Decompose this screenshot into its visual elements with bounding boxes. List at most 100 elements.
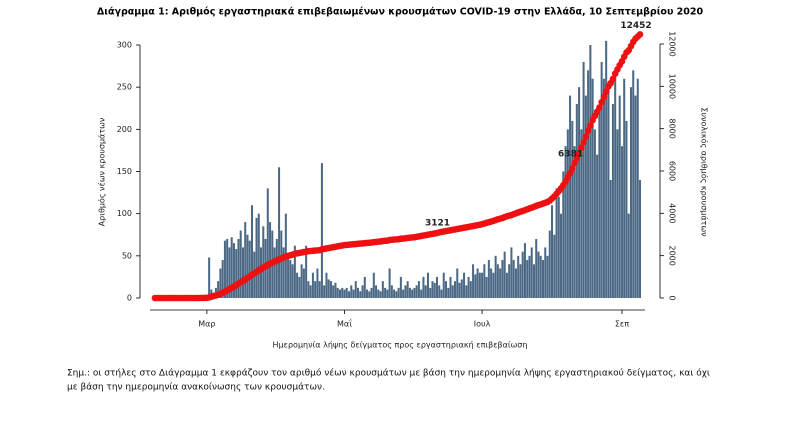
bar [390, 285, 393, 298]
bar [250, 205, 254, 298]
bar [293, 245, 296, 298]
bar [555, 188, 558, 298]
y2-axis-label: Συνολικός αριθμός κρουσμάτων [700, 107, 710, 237]
bar [490, 268, 493, 298]
bar [602, 78, 605, 298]
bar [551, 205, 554, 298]
bar [593, 129, 596, 298]
bar [408, 287, 411, 298]
bar [232, 243, 235, 298]
bar [269, 222, 272, 298]
line-point [596, 104, 603, 111]
bar [381, 281, 384, 298]
bar [485, 276, 488, 298]
bar [305, 245, 308, 298]
bar [528, 255, 531, 298]
bar [458, 282, 461, 298]
y2-tick-label: 12000 [668, 31, 677, 56]
bar [350, 285, 353, 298]
bar [386, 289, 389, 298]
bar [627, 213, 630, 298]
bar [262, 226, 265, 298]
bar [575, 104, 578, 299]
bar [397, 287, 400, 298]
bar [320, 163, 323, 298]
bar [228, 247, 231, 298]
bar [372, 272, 375, 298]
bar [449, 276, 452, 298]
bar [517, 255, 520, 298]
bar [273, 247, 276, 298]
bar [393, 289, 396, 298]
line-point [602, 88, 610, 95]
bar [399, 276, 402, 298]
y2-tick-label: 6000 [668, 161, 677, 181]
bar [463, 272, 466, 298]
bar [541, 260, 545, 298]
bar [510, 247, 513, 298]
y-axis-label: Αριθμός νέων κρουσμάτων [97, 117, 107, 226]
bar [280, 230, 283, 298]
bar [226, 238, 229, 298]
bar [557, 196, 560, 298]
bar [483, 264, 486, 298]
y-tick-label: 50 [122, 251, 132, 260]
bar [503, 251, 506, 298]
bar [501, 260, 504, 298]
bar [318, 281, 321, 298]
bar [532, 264, 535, 298]
bar [562, 171, 565, 298]
bar [442, 272, 445, 298]
bar [472, 264, 475, 298]
bar [217, 281, 220, 298]
bar [535, 238, 538, 298]
bar [591, 78, 594, 298]
bar [255, 217, 258, 298]
bar [302, 268, 305, 298]
bar [246, 234, 249, 298]
bar [239, 230, 242, 298]
bar [539, 255, 542, 298]
bar [438, 285, 441, 298]
bar [332, 285, 335, 298]
bar [609, 179, 612, 298]
bar [219, 268, 222, 298]
y-tick-label: 150 [117, 167, 132, 176]
bar [546, 255, 549, 298]
bar [451, 285, 454, 298]
bar [564, 146, 567, 298]
bar [582, 61, 585, 298]
bar [221, 260, 224, 298]
bar [460, 279, 463, 298]
bar [307, 281, 310, 298]
bar [359, 291, 362, 298]
bar [598, 112, 601, 298]
bar [223, 240, 226, 298]
bar [623, 78, 626, 298]
bar [476, 268, 479, 298]
bar [492, 272, 495, 298]
bar [368, 291, 371, 298]
bar [325, 272, 328, 298]
bar [569, 95, 572, 298]
bar [454, 281, 457, 298]
bar [237, 238, 240, 298]
bar [611, 104, 614, 299]
bar [566, 129, 569, 298]
line-point [573, 155, 581, 162]
y2-tick-label: 8000 [668, 118, 677, 138]
x-tick-label: Μαΐ [337, 318, 352, 329]
bar [429, 287, 432, 298]
bar [494, 255, 497, 298]
bar [553, 234, 556, 298]
bar [352, 289, 355, 298]
line-point [609, 75, 617, 83]
line-point [587, 122, 594, 129]
y2-tick-label: 2000 [668, 245, 677, 265]
bar [334, 282, 337, 298]
bar [338, 289, 341, 298]
bar [323, 285, 326, 298]
y2-tick-label: 4000 [668, 203, 677, 223]
bar [530, 247, 533, 298]
